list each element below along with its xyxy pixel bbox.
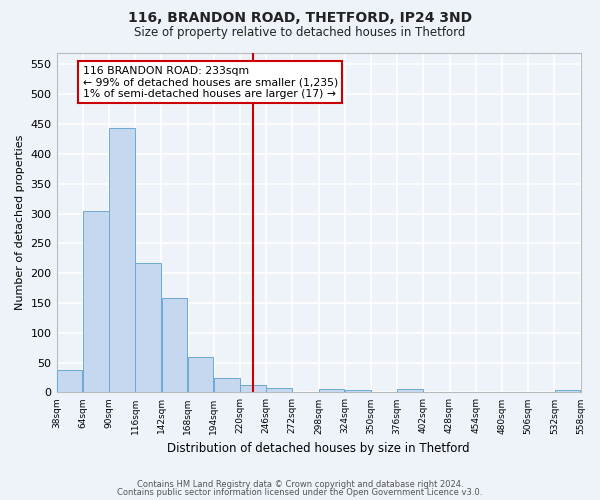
Bar (266, 388, 292, 392)
Bar (188, 357, 214, 392)
Bar (214, 378, 239, 392)
Bar (319, 390, 344, 392)
Bar (161, 298, 187, 392)
Bar (109, 128, 135, 392)
Text: Contains public sector information licensed under the Open Government Licence v3: Contains public sector information licen… (118, 488, 482, 497)
Bar (57, 370, 82, 392)
Bar (136, 263, 161, 392)
Bar (240, 386, 266, 392)
Text: Contains HM Land Registry data © Crown copyright and database right 2024.: Contains HM Land Registry data © Crown c… (137, 480, 463, 489)
Bar (83, 211, 109, 392)
Text: 116, BRANDON ROAD, THETFORD, IP24 3ND: 116, BRANDON ROAD, THETFORD, IP24 3ND (128, 11, 472, 25)
Text: Size of property relative to detached houses in Thetford: Size of property relative to detached ho… (134, 26, 466, 39)
Text: 116 BRANDON ROAD: 233sqm
← 99% of detached houses are smaller (1,235)
1% of semi: 116 BRANDON ROAD: 233sqm ← 99% of detach… (83, 66, 338, 99)
Bar (554, 390, 580, 392)
Y-axis label: Number of detached properties: Number of detached properties (15, 135, 25, 310)
Bar (345, 390, 371, 392)
Bar (397, 390, 423, 392)
X-axis label: Distribution of detached houses by size in Thetford: Distribution of detached houses by size … (167, 442, 470, 455)
